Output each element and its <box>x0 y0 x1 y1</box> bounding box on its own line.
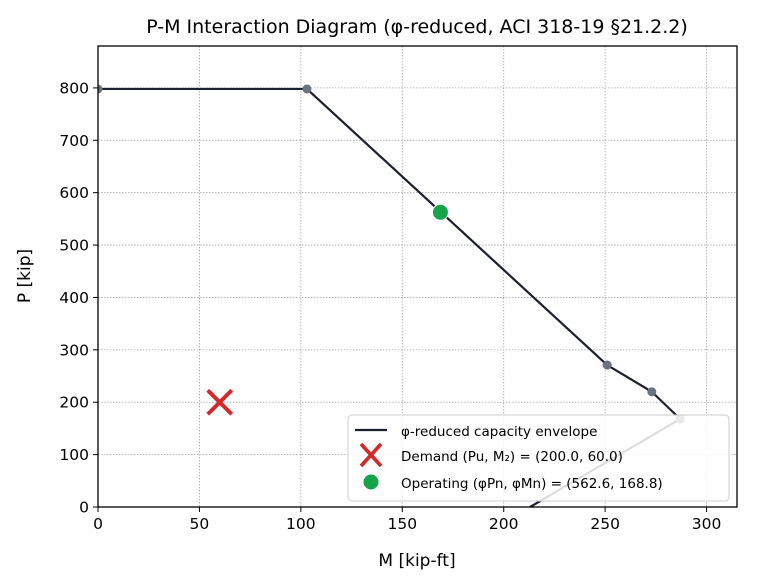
envelope-vertex-point <box>98 84 103 94</box>
x-tick-label: 150 <box>387 515 417 533</box>
x-axis-label: M [kip-ft] <box>378 551 455 571</box>
legend: φ-reduced capacity envelope Demand (Pu, … <box>347 414 730 502</box>
plot-frame <box>97 45 738 508</box>
x-tick-label: 100 <box>286 515 316 533</box>
y-tick-label: 700 <box>59 132 89 150</box>
legend-label-demand: Demand (Pu, M₂) = (200.0, 60.0) <box>401 449 623 465</box>
chart-title: P-M Interaction Diagram (φ-reduced, ACI … <box>146 16 688 38</box>
operating-point <box>431 203 449 221</box>
y-tick-label: 100 <box>59 446 89 464</box>
y-tick-label: 600 <box>59 184 89 202</box>
y-tick-label: 400 <box>59 289 89 307</box>
envelope-vertex-point <box>647 387 657 397</box>
y-tick-label: 500 <box>59 237 89 255</box>
legend-label-envelope: φ-reduced capacity envelope <box>401 424 597 440</box>
x-tick-label: 250 <box>590 515 620 533</box>
envelope-vertex-point <box>302 84 312 94</box>
x-tick-label: 300 <box>692 515 722 533</box>
y-tick-label: 300 <box>59 341 89 359</box>
legend-circle-marker-icon <box>363 474 379 490</box>
y-axis-label: P [kip] <box>15 249 35 303</box>
x-tick-label: 200 <box>489 515 519 533</box>
y-tick-label: 0 <box>79 499 89 517</box>
y-tick-label: 800 <box>59 79 89 97</box>
axis-ticks: 0 50 100 150 200 250 300 0 100 200 300 400 500 600 700… <box>59 79 721 533</box>
x-tick-label: 50 <box>190 515 210 533</box>
x-tick-label: 0 <box>93 515 103 533</box>
legend-box <box>347 414 730 502</box>
legend-label-operating: Operating (φPn, φMn) = (562.6, 168.8) <box>401 476 663 492</box>
demand-point <box>206 388 234 416</box>
legend-x-marker-icon <box>359 442 383 468</box>
envelope-vertex-point <box>602 360 612 370</box>
y-tick-label: 200 <box>59 394 89 412</box>
